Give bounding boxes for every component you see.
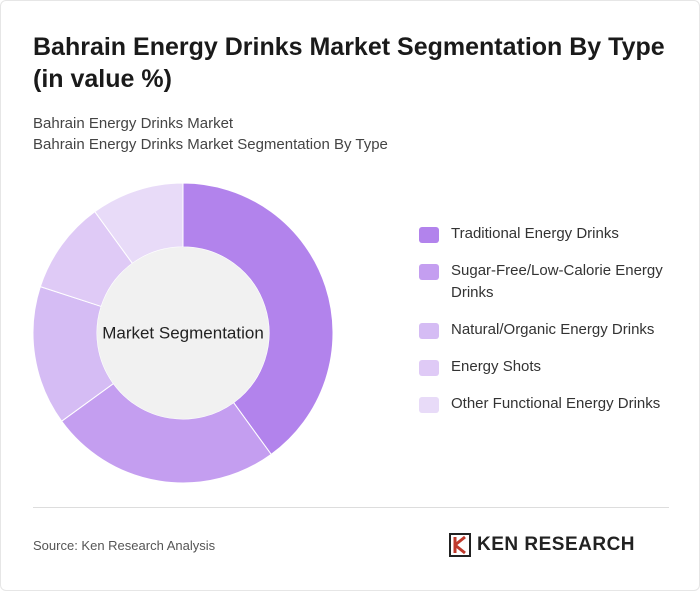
legend-item: Other Functional Energy Drinks (419, 393, 679, 415)
logo: KEN RESEARCH (449, 533, 635, 557)
subtitle: Bahrain Energy Drinks Market (33, 115, 234, 132)
legend-label: Energy Shots (451, 358, 542, 375)
logo-icon (449, 533, 471, 557)
legend-item: Natural/Organic Energy Drinks (419, 319, 679, 341)
chart-title: Bahrain Energy Drinks Market Segmentatio… (33, 33, 665, 93)
logo-text: KEN RESEARCH (477, 534, 636, 555)
legend-swatch (419, 227, 439, 243)
legend-item: Sugar-Free/Low-Calorie Energy Drinks (419, 260, 679, 304)
legend-label: Sugar-Free/Low-Calorie Energy Drinks (451, 262, 663, 301)
legend: Traditional Energy Drinks Sugar-Free/Low-… (419, 223, 679, 430)
source: Source: Ken Research Analysis (33, 538, 216, 553)
legend-swatch (419, 397, 439, 413)
donut-chart: Market Segmentation (32, 182, 334, 484)
legend-swatch (419, 360, 439, 376)
legend-item: Energy Shots (419, 356, 679, 378)
legend-label: Traditional Energy Drinks (451, 225, 619, 242)
divider (33, 507, 669, 508)
subtitle: Bahrain Energy Drinks Market Segmentatio… (33, 136, 388, 153)
legend-item: Traditional Energy Drinks (419, 223, 679, 245)
legend-label: Other Functional Energy Drinks (451, 395, 661, 412)
legend-swatch (419, 323, 439, 339)
center-label: Market Segmentation (102, 323, 264, 342)
donut-hole (97, 247, 269, 419)
legend-label: Natural/Organic Energy Drinks (451, 321, 655, 338)
legend-swatch (419, 264, 439, 280)
